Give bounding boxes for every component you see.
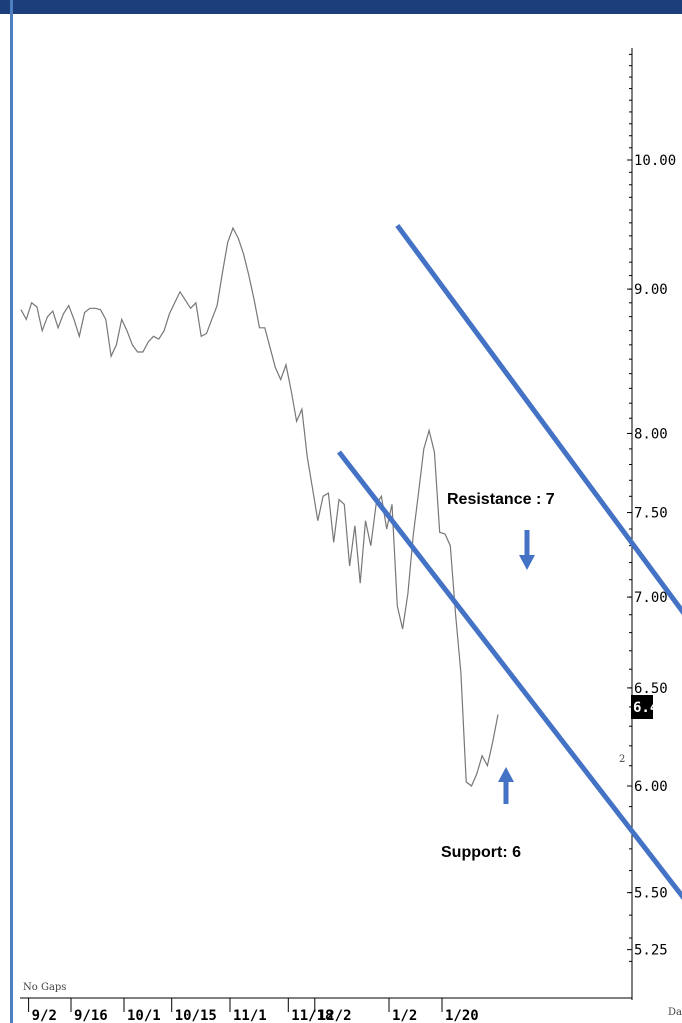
day-label: Day bbox=[668, 1007, 682, 1018]
y-axis: 10.00 9.00 8.00 7.50 7.00 6.50 6.00 5.50 5.25 bbox=[627, 48, 676, 1000]
support-arrow-icon bbox=[498, 767, 514, 804]
y-tick-label: 5.50 bbox=[634, 886, 668, 902]
support-trendline bbox=[337, 450, 682, 900]
current-price-label: 6.40 bbox=[633, 700, 667, 716]
series-layer bbox=[20, 226, 499, 787]
x-tick-label: 9/2 bbox=[32, 1008, 57, 1023]
no-gaps-label: No Gaps bbox=[23, 982, 66, 993]
x-tick-label: 1/20 bbox=[445, 1008, 479, 1023]
axis-marker: 2 bbox=[619, 754, 625, 765]
y-tick-label: 10.00 bbox=[634, 153, 676, 169]
resistance-trendline bbox=[395, 223, 682, 615]
left-border bbox=[10, 0, 13, 1023]
x-tick-label: 12/2 bbox=[318, 1008, 352, 1023]
header-bar bbox=[0, 0, 682, 14]
y-tick-label: 7.00 bbox=[634, 590, 668, 606]
y-tick-label: 6.00 bbox=[634, 779, 668, 795]
trend-layer bbox=[337, 223, 682, 900]
y-tick-label: 9.00 bbox=[634, 282, 668, 298]
y-tick-label: 8.00 bbox=[634, 426, 668, 442]
current-price-tag: 6.40 bbox=[631, 695, 667, 719]
x-tick-label: 9/16 bbox=[74, 1008, 108, 1023]
resistance-arrow-icon bbox=[519, 530, 535, 570]
support-label: Support: 6 bbox=[441, 844, 521, 861]
x-tick-label: 11/18 bbox=[291, 1008, 333, 1023]
price-series-line bbox=[20, 226, 499, 787]
resistance-label: Resistance : 7 bbox=[447, 491, 555, 508]
y-tick-label: 6.50 bbox=[634, 681, 668, 697]
x-tick-label: 10/15 bbox=[175, 1008, 217, 1023]
y-tick-label: 5.25 bbox=[634, 943, 668, 959]
x-tick-label: 11/1 bbox=[233, 1008, 267, 1023]
x-tick-label: 10/1 bbox=[127, 1008, 161, 1023]
x-tick-label: 1/2 bbox=[392, 1008, 417, 1023]
y-tick-label: 7.50 bbox=[634, 506, 668, 522]
